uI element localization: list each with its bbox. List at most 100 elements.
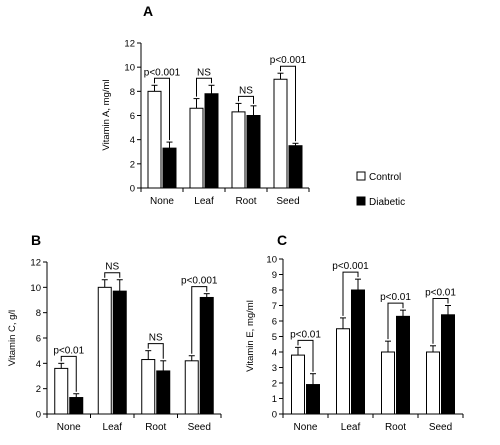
y-tick-label: 10: [266, 255, 277, 266]
y-tick-label: 2: [130, 159, 135, 170]
bar-control: [184, 360, 199, 415]
bar-control: [189, 107, 204, 189]
significance-label: p<0.001: [181, 276, 218, 287]
significance-label: p<0.01: [425, 288, 456, 299]
significance-bracket: [154, 77, 170, 141]
bar-diabetic: [288, 145, 303, 189]
significance-label: p<0.001: [332, 261, 369, 272]
y-tick-label: 3: [272, 363, 277, 374]
x-tick-label: Seed: [429, 422, 452, 433]
y-axis-label: Vitamin C, g/l: [7, 310, 18, 366]
panel-b: B Vitamin C, g/l 0 2 4 6 8 10 12 None p<0.01 Leaf NS…: [7, 232, 222, 433]
x-tick-label: Seed: [276, 196, 299, 207]
y-tick-label: 8: [130, 87, 135, 98]
legend-label-diabetic: Diabetic: [369, 197, 405, 208]
y-tick-label: 2: [36, 384, 41, 395]
x-tick-label: None: [294, 422, 318, 433]
y-tick-label: 0: [130, 184, 135, 195]
bar-control: [141, 359, 156, 415]
significance-bracket: [147, 343, 164, 359]
y-tick-label: 8: [36, 308, 41, 319]
y-tick-label: 9: [272, 270, 277, 281]
bar-diabetic: [441, 314, 455, 415]
legend: Control Diabetic: [356, 171, 405, 208]
y-tick-label: 6: [130, 111, 135, 122]
significance-bracket: [104, 272, 121, 278]
significance-label: NS: [197, 67, 211, 78]
y-tick-label: 4: [272, 348, 277, 359]
bar-control: [336, 328, 350, 415]
bar-diabetic: [204, 93, 219, 189]
significance-label: p<0.001: [270, 55, 307, 66]
y-tick-label: 6: [36, 334, 41, 345]
y-tick-label: 5: [272, 332, 277, 343]
bar-diabetic: [69, 397, 84, 415]
x-tick-label: None: [57, 422, 81, 433]
x-tick-label: None: [150, 196, 174, 207]
bar-control: [273, 78, 288, 189]
y-tick-label: 12: [124, 39, 135, 50]
y-tick-label: 4: [36, 359, 41, 370]
bar-control: [147, 90, 162, 189]
significance-bracket: [191, 286, 208, 354]
bar-diabetic: [246, 115, 261, 189]
y-tick-label: 0: [36, 410, 41, 421]
x-tick-label: Leaf: [194, 196, 214, 207]
significance-label: p<0.01: [53, 345, 84, 356]
y-tick-label: 12: [30, 258, 41, 269]
significance-bracket: [196, 77, 212, 97]
significance-label: p<0.01: [290, 329, 321, 340]
y-tick-label: 4: [130, 135, 135, 146]
bar-diabetic: [112, 290, 127, 415]
bar-diabetic: [396, 315, 410, 415]
significance-bracket: [342, 271, 359, 316]
bar-control: [231, 111, 246, 189]
significance-bracket: [238, 95, 254, 104]
x-tick-label: Root: [235, 196, 256, 207]
y-tick-label: 10: [30, 283, 41, 294]
x-tick-label: Leaf: [341, 422, 361, 433]
legend-swatch-diabetic: [356, 196, 366, 206]
panel-letter: A: [143, 3, 153, 19]
y-tick-label: 7: [272, 301, 277, 312]
bar-control: [54, 367, 69, 415]
legend-swatch-control: [356, 171, 366, 181]
legend-label-control: Control: [369, 172, 401, 183]
panel-letter: B: [31, 232, 41, 248]
bar-diabetic: [162, 147, 177, 189]
significance-bracket: [280, 65, 296, 142]
x-tick-label: Root: [385, 422, 406, 433]
significance-label: NS: [239, 85, 253, 96]
bar-control: [97, 286, 112, 415]
significance-bracket: [60, 355, 77, 392]
panel-c: C Vitamin E, mg/ml 0 1 2 3 4 5 6 7 8 9 10 None p<0.01 L…: [245, 232, 464, 433]
significance-label: p<0.001: [144, 67, 181, 78]
y-tick-label: 10: [124, 63, 135, 74]
significance-bracket: [387, 302, 404, 340]
x-tick-label: Root: [145, 422, 166, 433]
bar-control: [426, 351, 440, 415]
significance-bracket: [432, 298, 449, 344]
bar-diabetic: [306, 384, 320, 415]
bar-diabetic: [199, 296, 214, 415]
bar-diabetic: [156, 370, 171, 415]
x-tick-label: Seed: [188, 422, 211, 433]
x-tick-label: Leaf: [103, 422, 123, 433]
y-axis-label: Vitamin A, mg/ml: [101, 79, 112, 150]
bar-control: [291, 354, 305, 415]
significance-label: NS: [149, 333, 163, 344]
panel-a: A Vitamin A, mg/ml 0 2 4 6 8 10 12 None p<0.001 Lea…: [101, 3, 310, 207]
y-tick-label: 6: [272, 317, 277, 328]
bar-control: [381, 351, 395, 415]
significance-label: p<0.01: [380, 292, 411, 303]
y-axis-label: Vitamin E, mg/ml: [245, 300, 256, 372]
bar-diabetic: [351, 289, 365, 415]
significance-label: NS: [105, 262, 119, 273]
y-tick-label: 1: [272, 394, 277, 405]
y-tick-label: 8: [272, 286, 277, 297]
y-tick-label: 2: [272, 379, 277, 390]
panel-letter: C: [277, 232, 287, 248]
y-tick-label: 0: [272, 410, 277, 421]
significance-bracket: [297, 339, 314, 372]
